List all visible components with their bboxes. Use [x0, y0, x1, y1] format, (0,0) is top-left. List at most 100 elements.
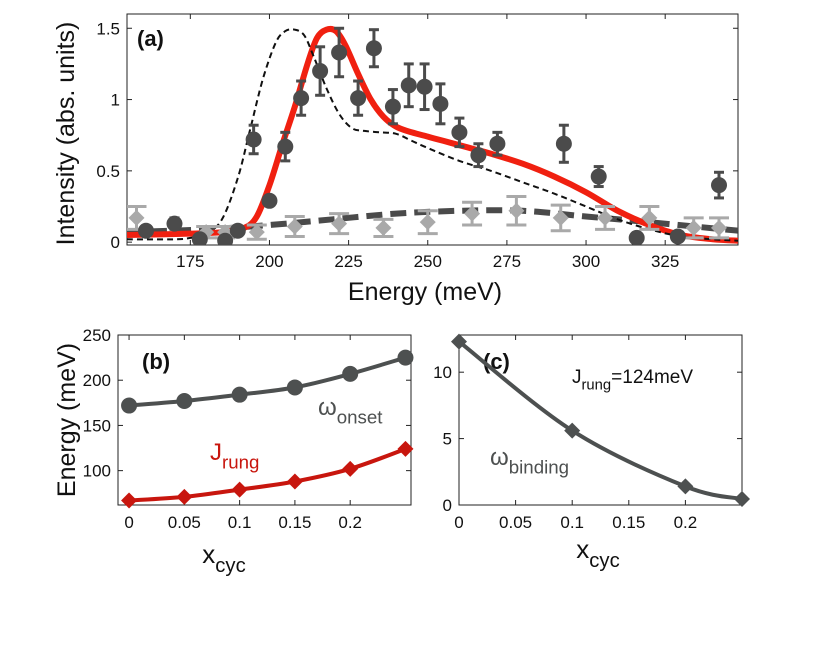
panel-b-xlabel-sub: cyc	[215, 555, 245, 577]
jrung-line	[128, 447, 407, 503]
onset-circle-point	[397, 349, 414, 366]
data-circle-point	[217, 232, 234, 245]
panel-b-xtick-label: 0.1	[228, 513, 252, 532]
panel-a-plot-area	[127, 25, 738, 245]
data-circle-point	[416, 78, 433, 95]
binding-label-sub: binding	[509, 456, 569, 477]
panel-c-xlabel-sub: cyc	[589, 550, 619, 572]
binding-diamond-point	[564, 422, 581, 439]
data-circle-point	[277, 138, 294, 155]
background-diamond-point	[711, 219, 728, 236]
panel-a-frame	[126, 13, 739, 246]
panel-c-xtick-label: 0	[454, 513, 463, 532]
onset-circle-point	[176, 393, 193, 410]
binding-diamond-point	[677, 478, 694, 495]
data-circle-point	[451, 124, 468, 141]
panel-c-xlabel: xcyc	[576, 534, 619, 572]
data-circle-point	[470, 147, 487, 164]
panel-a-ytick-label: 0.5	[96, 162, 120, 181]
panel-a-xtick-label: 225	[334, 252, 362, 271]
data-circle-point	[229, 222, 246, 239]
onset-circle-point	[121, 397, 138, 414]
panel-b-xtick-label: 0.15	[278, 513, 311, 532]
background-diamond-point	[552, 209, 569, 226]
background-diamond-point	[597, 209, 614, 226]
panel-a-xtick-label: 250	[414, 252, 442, 271]
binding-diamond-point	[451, 333, 467, 350]
background-diamond-point	[286, 218, 303, 235]
data-circle-point	[384, 98, 401, 115]
data-circle-point	[331, 44, 348, 61]
panel-c-ytick-label: 10	[433, 363, 452, 382]
data-circle-point	[350, 90, 367, 107]
onset-circle-point	[231, 386, 248, 403]
panel-c-xtick-label: 0.15	[612, 513, 645, 532]
panel-b-ytick-label: 250	[83, 326, 111, 345]
jrung-diamond-point	[286, 473, 303, 490]
onset-circle-point	[286, 379, 303, 396]
onset-circle-point	[342, 365, 359, 382]
data-circle-point	[489, 135, 506, 152]
panel-c-annotation-rest: =124meV	[611, 367, 693, 388]
panel-a-xtick-label: 300	[572, 252, 600, 271]
onset-label-sub: onset	[337, 406, 384, 427]
panel-b-ytick-label: 150	[83, 416, 111, 435]
data-circle-point	[432, 95, 449, 112]
panel-a-ytick-label: 0	[111, 233, 120, 252]
jrung-diamond-point	[231, 481, 248, 498]
jrung-diamond-point	[342, 460, 359, 477]
binding-line	[457, 340, 743, 501]
panel-a-ytick-label: 1.5	[96, 19, 120, 38]
panel-c-annotation-sub: rung	[582, 378, 612, 394]
panel-c-ytick-label: 0	[443, 496, 452, 515]
data-circle-point	[312, 63, 329, 80]
black-dashed-model-line	[127, 28, 738, 242]
panel-a-ylabel: Intensity (abs. units)	[52, 22, 80, 246]
panel-c-annotation-main: J	[572, 367, 582, 388]
data-circle-point	[628, 229, 645, 245]
jrung-diamond-point	[176, 488, 193, 505]
red-model-line	[127, 25, 738, 244]
onset-label-main: ω	[318, 394, 337, 421]
background-diamond-point	[464, 205, 481, 222]
data-circle-point	[365, 40, 382, 57]
background-diamond-point	[128, 209, 145, 226]
binding-label-main: ω	[490, 444, 509, 471]
data-circle-point	[590, 168, 607, 185]
panel-c-ytick-label: 5	[443, 430, 452, 449]
data-circle-point	[166, 215, 183, 232]
jrung-diamond-point	[397, 440, 414, 457]
data-circle-point	[293, 90, 310, 107]
binding-diamond-point	[734, 491, 750, 508]
background-diamond-point	[508, 202, 525, 219]
jrung-label-sub: rung	[222, 451, 259, 472]
panel-b-xtick-label: 0.05	[168, 513, 201, 532]
panel-a-xtick-label: 275	[493, 252, 521, 271]
panel-b-tag: (b)	[142, 349, 170, 374]
data-circle-point	[245, 131, 262, 148]
panel-b-ylabel: Energy (meV)	[53, 343, 81, 497]
data-circle-point	[400, 77, 417, 94]
background-diamond-point	[419, 214, 436, 231]
panel-a-ytick-label: 1	[111, 91, 120, 110]
jrung-diamond-point	[121, 492, 138, 509]
panel-c-frame	[458, 334, 743, 506]
background-diamond-point	[375, 219, 392, 236]
panel-c-xtick-label: 0.1	[560, 513, 584, 532]
panel-b-xlabel: xcyc	[202, 539, 245, 577]
onset-label: ωonset	[318, 394, 383, 427]
panel-a-xtick-label: 175	[176, 252, 204, 271]
panel-b-xlabel-main: x	[202, 539, 215, 569]
panel-b-ytick-label: 100	[83, 462, 111, 481]
data-circle-point	[137, 222, 154, 239]
data-circle-point	[191, 231, 208, 245]
panel-a-xlabel: Energy (meV)	[348, 278, 502, 306]
panel-b-ytick-label: 200	[83, 371, 111, 390]
background-diamond-point	[685, 219, 702, 236]
onset-line	[128, 355, 407, 408]
panel-b-xtick-label: 0	[124, 513, 133, 532]
data-circle-point	[261, 192, 278, 209]
panel-c-xtick-label: 0.2	[674, 513, 698, 532]
panel-c-xlabel-main: x	[576, 534, 589, 564]
data-circle-point	[555, 135, 572, 152]
